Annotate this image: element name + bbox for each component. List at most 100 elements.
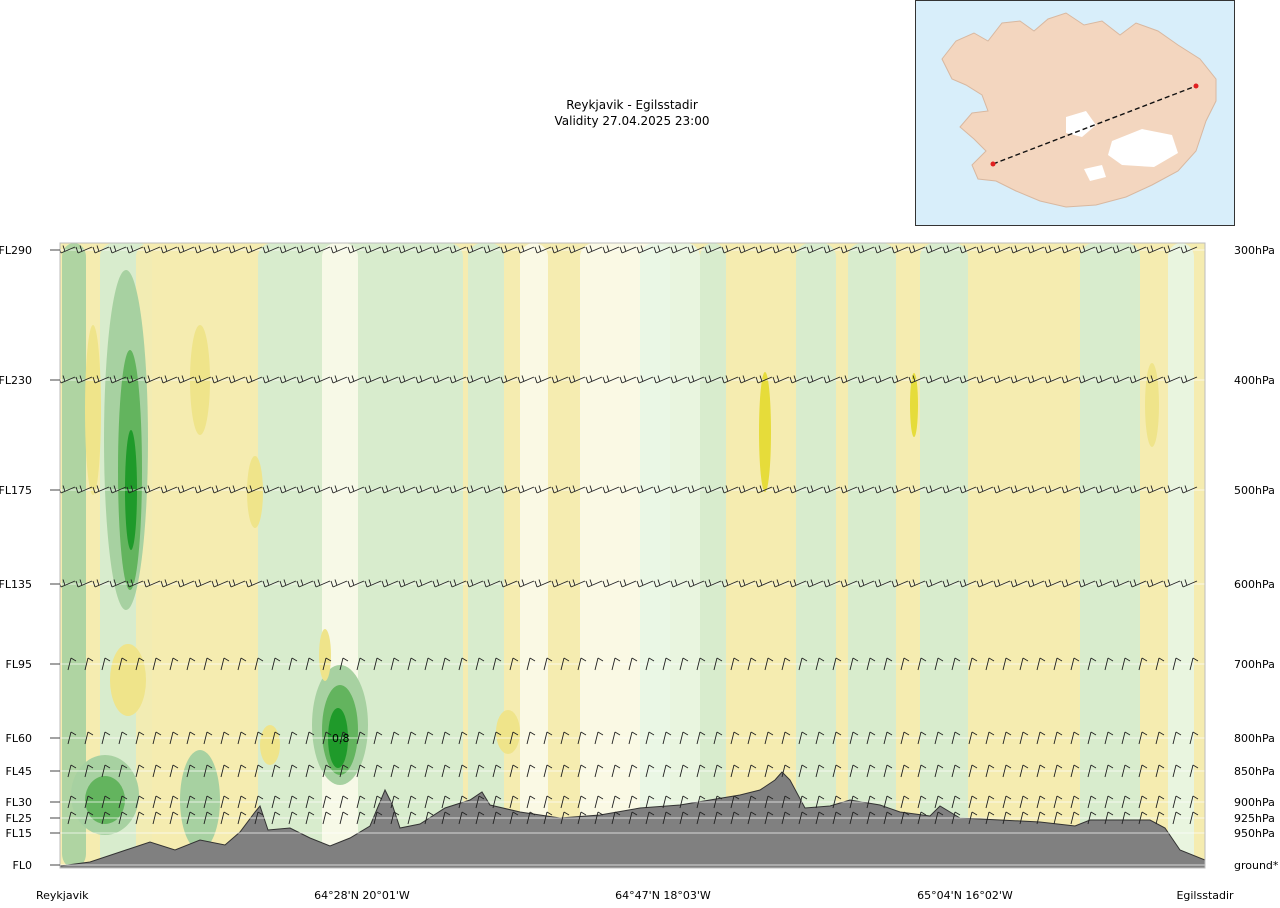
wind-barb: [109, 579, 127, 588]
wind-barb: [458, 811, 468, 825]
wind-barb: [356, 731, 366, 745]
wind-barb: [373, 795, 383, 809]
wind-barb: [951, 731, 961, 745]
wind-barb: [738, 245, 756, 254]
wind-barb: [509, 657, 519, 671]
wind-barb: [1104, 795, 1114, 809]
wind-barb: [509, 811, 519, 825]
wind-barb: [611, 764, 621, 778]
wind-barb: [296, 579, 314, 588]
wind-barb: [84, 657, 94, 671]
wind-barb: [840, 579, 858, 588]
wind-barb: [262, 579, 280, 588]
wind-barb: [704, 579, 722, 588]
wind-barb: [798, 764, 808, 778]
wind-barb: [449, 579, 467, 588]
wind-barb: [288, 811, 298, 825]
wind-barb: [517, 245, 535, 254]
wind-barb: [755, 245, 773, 254]
wind-barb: [1180, 485, 1198, 494]
chart-title-block: Reykjavik - Egilsstadir Validity 27.04.2…: [532, 97, 732, 129]
wind-barb: [322, 795, 332, 809]
wind-barb: [1172, 731, 1182, 745]
wind-barb: [526, 795, 536, 809]
wind-barb: [713, 811, 723, 825]
wind-barb: [458, 731, 468, 745]
wind-barb: [322, 811, 332, 825]
wind-barbs: [60, 245, 1199, 825]
wind-barb: [917, 764, 927, 778]
humidity-band: [640, 243, 700, 868]
wind-barb: [857, 579, 875, 588]
humidity-band: [520, 243, 548, 868]
wind-barb: [1163, 245, 1181, 254]
wind-barb: [364, 375, 382, 384]
wind-barb: [237, 731, 247, 745]
wind-barb: [1095, 375, 1113, 384]
flight-level-label: FL290: [0, 244, 32, 257]
wind-barb: [662, 731, 672, 745]
wind-barb: [1112, 375, 1130, 384]
wind-barb: [75, 245, 93, 254]
wind-barb: [934, 657, 944, 671]
wind-barb: [483, 485, 501, 494]
wind-barb: [466, 245, 484, 254]
wind-barb: [764, 764, 774, 778]
wind-barb: [194, 579, 212, 588]
humidity-blob: [759, 372, 771, 492]
wind-barb: [398, 579, 416, 588]
wind-barb: [866, 764, 876, 778]
wind-barb: [1002, 795, 1012, 809]
wind-barb: [1053, 795, 1063, 809]
wind-barb: [526, 657, 536, 671]
wind-barb: [279, 375, 297, 384]
wind-barb: [211, 375, 229, 384]
humidity-band: [468, 243, 504, 868]
wind-barb: [951, 811, 961, 825]
wind-barb: [619, 485, 637, 494]
wind-barb: [373, 764, 383, 778]
pressure-label: 300hPa: [1234, 244, 1275, 257]
wind-barb: [645, 731, 655, 745]
wind-barb: [1155, 764, 1165, 778]
wind-barb: [194, 375, 212, 384]
wind-barb: [237, 657, 247, 671]
wind-barb: [704, 485, 722, 494]
wind-barb: [602, 579, 620, 588]
wind-barb: [823, 485, 841, 494]
wind-barb: [1053, 657, 1063, 671]
humidity-blob: [496, 710, 520, 754]
wind-barb: [492, 811, 502, 825]
wind-barb: [203, 731, 213, 745]
wind-barb: [560, 764, 570, 778]
wind-barb: [959, 579, 977, 588]
wind-barb: [1112, 245, 1130, 254]
wind-barb: [696, 731, 706, 745]
wind-barb: [1027, 579, 1045, 588]
wind-barb: [1002, 657, 1012, 671]
wind-barb: [466, 375, 484, 384]
wind-barb: [704, 375, 722, 384]
wind-barb: [1053, 731, 1063, 745]
wind-barb: [934, 731, 944, 745]
wind-barb: [237, 795, 247, 809]
wind-barb: [118, 764, 128, 778]
wind-barb: [373, 657, 383, 671]
wind-barb: [220, 731, 230, 745]
wind-barb: [322, 731, 332, 745]
wind-barb: [704, 245, 722, 254]
wind-barb: [772, 375, 790, 384]
wind-barb: [849, 811, 859, 825]
plot-frame: [59, 242, 1206, 869]
wind-barb: [968, 811, 978, 825]
wind-barb: [1010, 485, 1028, 494]
wind-barb: [1104, 764, 1114, 778]
wind-barb: [1104, 731, 1114, 745]
wind-barb: [874, 245, 892, 254]
wind-barb: [492, 731, 502, 745]
wind-barb: [900, 795, 910, 809]
wind-barb: [560, 657, 570, 671]
pressure-label: 400hPa: [1234, 374, 1275, 387]
wind-barb: [245, 375, 263, 384]
wind-barb: [679, 764, 689, 778]
